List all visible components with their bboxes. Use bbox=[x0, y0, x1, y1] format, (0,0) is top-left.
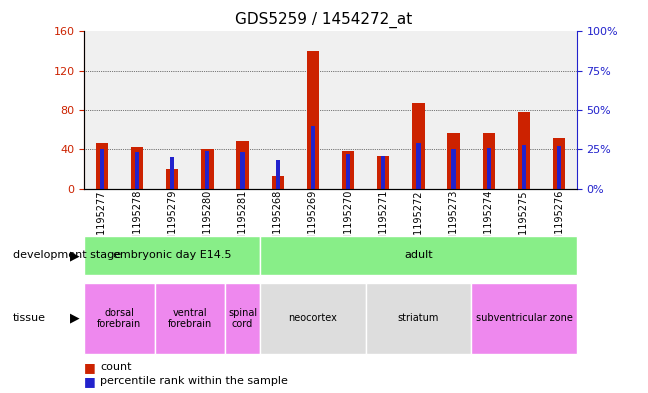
Text: embryonic day E14.5: embryonic day E14.5 bbox=[113, 250, 231, 261]
Text: neocortex: neocortex bbox=[288, 313, 338, 323]
Bar bbox=[307, 51, 319, 189]
Bar bbox=[416, 143, 421, 189]
Bar bbox=[240, 152, 245, 189]
Bar bbox=[205, 151, 209, 189]
Bar bbox=[518, 112, 530, 189]
Text: percentile rank within the sample: percentile rank within the sample bbox=[100, 376, 288, 386]
Bar bbox=[96, 143, 108, 189]
Bar bbox=[447, 132, 459, 189]
Bar bbox=[100, 149, 104, 189]
Text: striatum: striatum bbox=[398, 313, 439, 323]
Bar bbox=[522, 145, 526, 189]
Bar bbox=[131, 147, 143, 189]
Text: ▶: ▶ bbox=[70, 249, 79, 262]
Bar bbox=[557, 146, 561, 189]
Bar bbox=[452, 149, 456, 189]
Text: dorsal
forebrain: dorsal forebrain bbox=[97, 308, 141, 329]
Bar bbox=[487, 148, 491, 189]
Bar bbox=[412, 103, 424, 189]
Bar bbox=[170, 157, 174, 189]
Text: subventricular zone: subventricular zone bbox=[476, 313, 572, 323]
Text: ■: ■ bbox=[84, 375, 96, 388]
Bar bbox=[272, 176, 284, 189]
Bar bbox=[377, 156, 389, 189]
Bar bbox=[166, 169, 178, 189]
Text: tissue: tissue bbox=[13, 313, 46, 323]
Bar bbox=[311, 126, 315, 189]
Text: development stage: development stage bbox=[13, 250, 121, 261]
Text: count: count bbox=[100, 362, 132, 373]
Bar bbox=[381, 156, 386, 189]
Text: GDS5259 / 1454272_at: GDS5259 / 1454272_at bbox=[235, 12, 413, 28]
Bar bbox=[275, 160, 280, 189]
Text: ▶: ▶ bbox=[70, 312, 79, 325]
Bar bbox=[346, 154, 350, 189]
Text: adult: adult bbox=[404, 250, 433, 261]
Text: spinal
cord: spinal cord bbox=[228, 308, 257, 329]
Bar bbox=[135, 152, 139, 189]
Bar bbox=[237, 141, 249, 189]
Text: ventral
forebrain: ventral forebrain bbox=[168, 308, 212, 329]
Bar bbox=[483, 132, 495, 189]
Bar bbox=[342, 151, 354, 189]
Bar bbox=[201, 149, 214, 189]
Text: ■: ■ bbox=[84, 361, 96, 374]
Bar bbox=[553, 138, 565, 189]
